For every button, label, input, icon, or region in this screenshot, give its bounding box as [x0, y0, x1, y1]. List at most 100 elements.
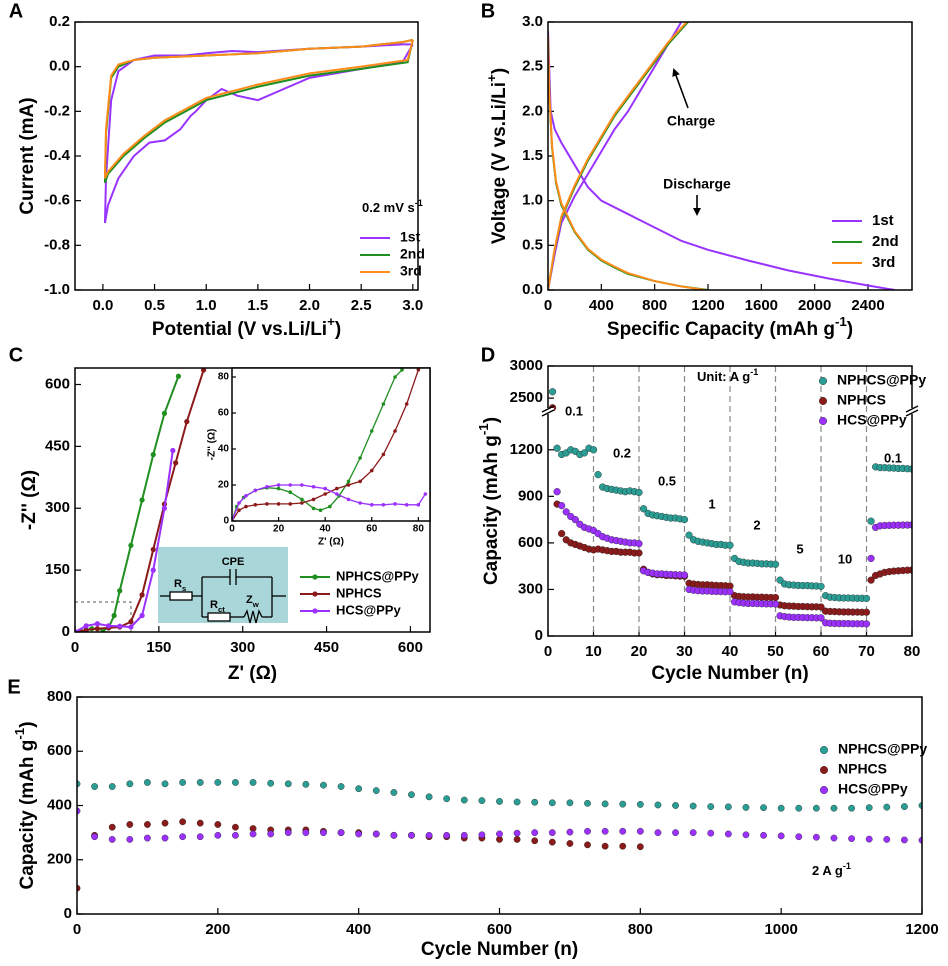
data-point [689, 802, 697, 810]
y-axis-label: Capacity (mAh g-1) [12, 721, 38, 889]
y-tick-label: 40 [218, 444, 230, 455]
series-marker [139, 592, 145, 598]
panel-letter: E [7, 676, 20, 698]
y-tick-label: 300 [518, 580, 543, 597]
series-line [103, 43, 414, 224]
data-point [126, 780, 134, 788]
data-point [267, 779, 275, 787]
data-point [601, 800, 609, 808]
series-marker [393, 429, 397, 433]
data-point [549, 283, 556, 290]
circuit-label: Rs [174, 578, 186, 593]
series-marker [170, 447, 176, 454]
y-tick-label: 3.0 [522, 13, 543, 30]
data-point [390, 831, 398, 839]
series-line [103, 38, 414, 179]
data-point [584, 841, 591, 849]
y-axis-label: Capacity (mAh g-1) [476, 417, 502, 585]
data-point [284, 780, 292, 788]
data-point [817, 614, 825, 622]
circuit-label-part: Z [246, 594, 253, 606]
x-tick-label: 0 [71, 639, 79, 656]
circuit-label-part: R [174, 578, 182, 590]
data-point [724, 830, 732, 838]
y-tick-label: -1.0 [44, 281, 70, 298]
data-point [619, 800, 627, 808]
axis-break [541, 405, 555, 413]
series-line [548, 22, 683, 290]
x-tick-label: 1.0 [196, 297, 217, 314]
data-point [726, 541, 734, 549]
data-point [883, 803, 891, 811]
series-marker [288, 502, 293, 506]
data-point [724, 803, 732, 811]
x-tick-label: 60 [813, 643, 830, 660]
rate-label: 5 [796, 541, 803, 556]
data-point [548, 799, 556, 807]
data-point [760, 831, 767, 839]
data-point [320, 781, 327, 789]
data-point [548, 838, 556, 846]
data-point [531, 798, 539, 806]
x-tick-label: 400 [346, 921, 371, 938]
series-marker [416, 368, 421, 372]
data-point [302, 829, 310, 837]
y-tick-label: 0.5 [522, 236, 543, 253]
series-marker [139, 497, 145, 503]
legend-swatch [820, 746, 829, 755]
x-tick-label: 600 [487, 921, 512, 938]
series-marker [404, 402, 409, 406]
y-tick-label: 200 [47, 851, 72, 868]
series-marker [323, 486, 327, 491]
axis-break [905, 405, 919, 413]
series-marker [288, 483, 293, 487]
circuit-label: Rct [210, 599, 225, 614]
y-axis-label-part: ) [481, 417, 502, 423]
data-point [249, 779, 257, 786]
data-point [108, 783, 116, 790]
data-point [214, 831, 222, 839]
data-point [408, 791, 415, 799]
series-marker [150, 567, 156, 573]
data-point [179, 833, 187, 841]
data-point [144, 834, 151, 842]
y-tick-label: 0.0 [49, 58, 70, 75]
annotation: 2 A g-1 [812, 861, 851, 878]
rate-label: 1 [708, 496, 715, 511]
x-tick-label: 50 [767, 643, 784, 660]
annotation: Charge [667, 113, 715, 129]
plot-frame [547, 21, 913, 291]
x-tick-label: 800 [628, 921, 653, 938]
panel-letter: B [481, 0, 495, 22]
circuit-label-part: ct [218, 605, 225, 614]
data-point [883, 836, 891, 843]
legend-label: 1st [400, 229, 421, 245]
legend-label: NPHCS@PPy [336, 568, 420, 583]
panel: A 0.0 0.5 1.0 1.5 2.0 2.5 3.0 -1.0 -0.8 -0.6 -0.4 -0… [9, 0, 425, 340]
data-point [91, 833, 99, 841]
series-marker [139, 612, 145, 619]
data-point [460, 796, 468, 804]
data-layer [548, 22, 895, 290]
data-point [196, 819, 204, 827]
data-point [196, 833, 204, 841]
y-tick-label: 2500 [510, 389, 543, 406]
data-layer [103, 38, 414, 224]
series-marker [173, 460, 179, 466]
y-axis-label: -Z'' (Ω) [207, 429, 218, 461]
series-marker [128, 542, 134, 548]
series-marker [253, 503, 258, 507]
series-marker [311, 506, 316, 511]
x-tick-label: 2.0 [299, 297, 320, 314]
series-line [548, 30, 895, 290]
y-axis-label: Voltage (V vs.Li/Li+) [484, 68, 510, 244]
y-tick-label: 150 [45, 561, 70, 578]
x-tick-label: 150 [146, 639, 171, 656]
series-marker [358, 479, 362, 484]
series-marker [400, 368, 404, 372]
data-point [553, 444, 561, 452]
series-marker [276, 483, 281, 487]
data-layer [232, 368, 428, 521]
data-point [425, 793, 433, 801]
